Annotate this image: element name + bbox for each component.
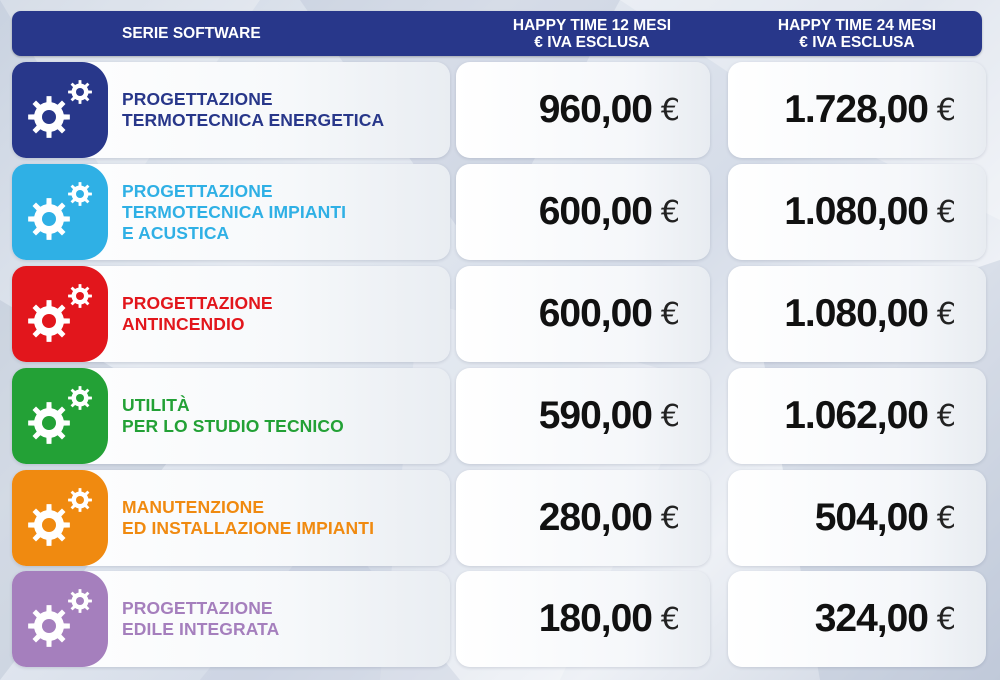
- euro-symbol: €: [660, 92, 680, 128]
- euro-symbol: €: [936, 92, 956, 128]
- price-value: 1.080,00: [784, 190, 929, 233]
- euro-symbol: €: [936, 500, 956, 536]
- table-row: PROGETTAZIONE TERMOTECNICA ENERGETICA 960,…: [12, 62, 987, 158]
- series-name-line: EDILE INTEGRATA: [122, 619, 280, 639]
- euro-symbol: €: [936, 194, 956, 230]
- header-12-line1: HAPPY TIME 12 MESI: [512, 16, 672, 34]
- price-24-months-cell: 324,00 €: [728, 571, 986, 667]
- price-value: 504,00: [814, 496, 929, 539]
- series-name-cell: PROGETTAZIONE TERMOTECNICA IMPIANTI E ACUS…: [12, 164, 450, 260]
- series-name: PROGETTAZIONE TERMOTECNICA IMPIANTI E ACUS…: [122, 164, 442, 260]
- series-color-badge: [12, 368, 108, 464]
- table-row: PROGETTAZIONE ANTINCENDIO 600,00 €1.080,00 €: [12, 266, 987, 362]
- series-name-cell: PROGETTAZIONE ANTINCENDIO: [12, 266, 450, 362]
- gear-icon: [28, 589, 92, 647]
- header-series-label: SERIE SOFTWARE: [122, 25, 261, 42]
- series-name-line: UTILITÀ: [122, 395, 190, 415]
- series-name-line: PROGETTAZIONE: [122, 180, 273, 201]
- gear-icon: [28, 386, 92, 444]
- euro-symbol: €: [660, 194, 680, 230]
- series-color-badge: [12, 571, 108, 667]
- price-value: 1.062,00: [784, 394, 929, 437]
- gear-icon: [28, 488, 92, 546]
- price-12-months-cell: 600,00 €: [456, 266, 710, 362]
- series-name-line: ED INSTALLAZIONE IMPIANTI: [122, 518, 375, 538]
- series-name: PROGETTAZIONE EDILE INTEGRATA: [122, 571, 442, 667]
- series-name: UTILITÀ PER LO STUDIO TECNICO: [122, 368, 442, 464]
- price-12-months-cell: 960,00 €: [456, 62, 710, 158]
- table-row: UTILITÀ PER LO STUDIO TECNICO 590,00 €1.062…: [12, 368, 987, 464]
- price-value: 180,00: [538, 597, 653, 640]
- header-24-months: HAPPY TIME 24 MESI € IVA ESCLUSA: [752, 11, 962, 56]
- series-color-badge: [12, 62, 108, 158]
- series-name: MANUTENZIONE ED INSTALLAZIONE IMPIANTI: [122, 470, 442, 566]
- table-row: PROGETTAZIONE TERMOTECNICA IMPIANTI E ACUS…: [12, 164, 987, 260]
- series-name-cell: MANUTENZIONE ED INSTALLAZIONE IMPIANTI: [12, 470, 450, 566]
- series-color-badge: [12, 266, 108, 362]
- price-value: 1.080,00: [784, 292, 929, 335]
- series-name-line: MANUTENZIONE: [122, 497, 265, 517]
- euro-symbol: €: [936, 296, 956, 332]
- series-name-cell: PROGETTAZIONE EDILE INTEGRATA: [12, 571, 450, 667]
- series-name-line: PROGETTAZIONE: [122, 89, 273, 109]
- euro-symbol: €: [936, 601, 956, 637]
- price-12-months-cell: 180,00 €: [456, 571, 710, 667]
- series-name-line: PROGETTAZIONE: [122, 293, 273, 313]
- gear-icon: [28, 284, 92, 342]
- gear-icon: [28, 182, 92, 240]
- gear-icon: [28, 80, 92, 138]
- euro-symbol: €: [936, 398, 956, 434]
- series-name-line: TERMOTECNICA ENERGETICA: [122, 110, 385, 130]
- price-value: 280,00: [538, 496, 653, 539]
- table-row: PROGETTAZIONE EDILE INTEGRATA 180,00 €324,0…: [12, 571, 987, 667]
- series-name: PROGETTAZIONE TERMOTECNICA ENERGETICA: [122, 62, 442, 158]
- series-name: PROGETTAZIONE ANTINCENDIO: [122, 266, 442, 362]
- header-12-line2: € IVA ESCLUSA: [534, 33, 650, 51]
- euro-symbol: €: [660, 500, 680, 536]
- euro-symbol: €: [660, 296, 680, 332]
- price-24-months-cell: 1.062,00 €: [728, 368, 986, 464]
- price-value: 960,00: [538, 88, 653, 131]
- header-12-months: HAPPY TIME 12 MESI € IVA ESCLUSA: [487, 11, 697, 56]
- series-name-line: TERMOTECNICA IMPIANTI: [122, 201, 347, 222]
- series-color-badge: [12, 470, 108, 566]
- series-name-line: PER LO STUDIO TECNICO: [122, 416, 344, 436]
- series-name-line: PROGETTAZIONE: [122, 598, 273, 618]
- price-24-months-cell: 1.080,00 €: [728, 164, 986, 260]
- header-series: SERIE SOFTWARE: [122, 11, 322, 56]
- series-color-badge: [12, 164, 108, 260]
- table-header: SERIE SOFTWARE HAPPY TIME 12 MESI € IVA …: [12, 11, 982, 56]
- series-name-line: ANTINCENDIO: [122, 314, 245, 334]
- price-12-months-cell: 590,00 €: [456, 368, 710, 464]
- price-24-months-cell: 504,00 €: [728, 470, 986, 566]
- table-row: MANUTENZIONE ED INSTALLAZIONE IMPIANTI 280…: [12, 470, 987, 566]
- price-value: 600,00: [538, 190, 653, 233]
- euro-symbol: €: [660, 601, 680, 637]
- series-name-cell: PROGETTAZIONE TERMOTECNICA ENERGETICA: [12, 62, 450, 158]
- price-value: 324,00: [814, 597, 929, 640]
- header-24-line1: HAPPY TIME 24 MESI: [777, 16, 937, 34]
- price-12-months-cell: 280,00 €: [456, 470, 710, 566]
- price-24-months-cell: 1.080,00 €: [728, 266, 986, 362]
- header-24-line2: € IVA ESCLUSA: [799, 33, 915, 51]
- price-value: 1.728,00: [784, 88, 929, 131]
- price-24-months-cell: 1.728,00 €: [728, 62, 986, 158]
- series-name-line: E ACUSTICA: [122, 222, 230, 243]
- price-12-months-cell: 600,00 €: [456, 164, 710, 260]
- series-name-cell: UTILITÀ PER LO STUDIO TECNICO: [12, 368, 450, 464]
- price-value: 590,00: [538, 394, 653, 437]
- price-value: 600,00: [538, 292, 653, 335]
- euro-symbol: €: [660, 398, 680, 434]
